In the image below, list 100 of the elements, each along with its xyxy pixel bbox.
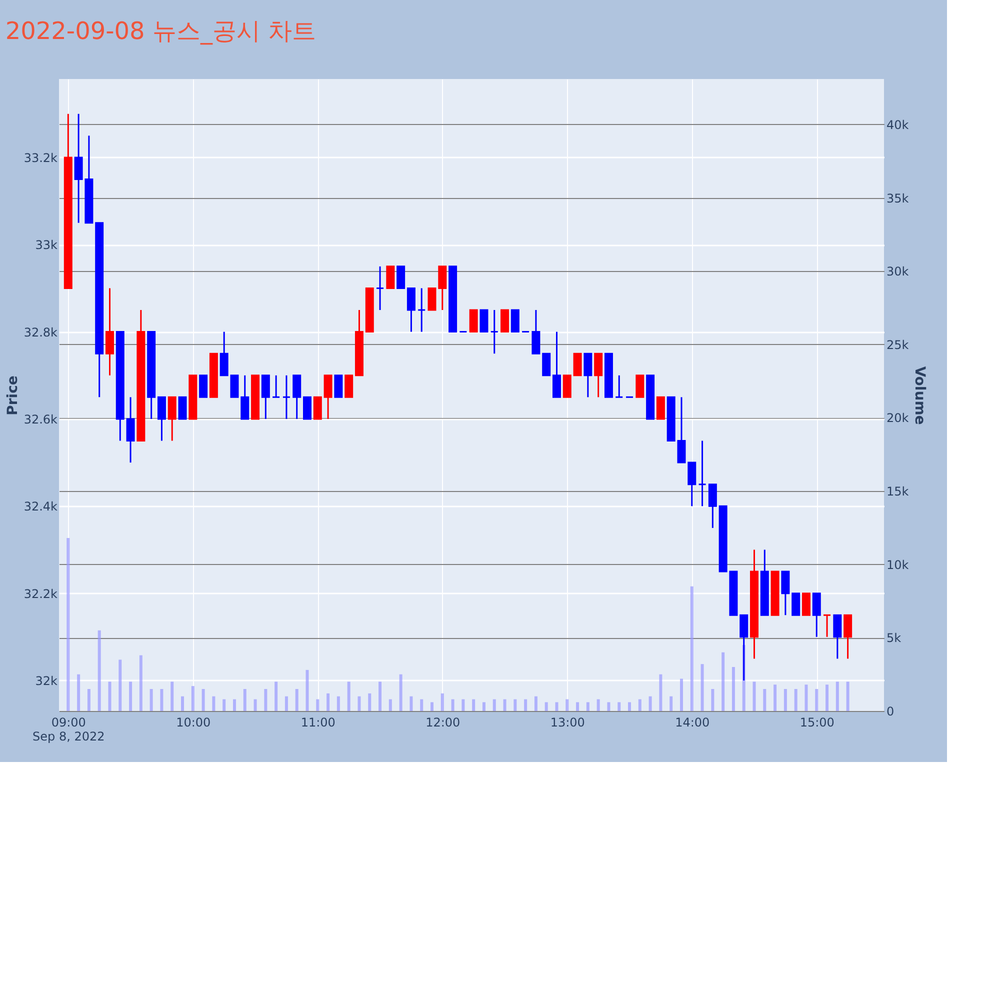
bar: [77, 674, 80, 711]
y-axis-title: Price: [4, 376, 21, 416]
bar: [826, 684, 829, 711]
candlestick: [303, 396, 312, 420]
candlestick: [428, 287, 436, 311]
candlestick: [562, 374, 572, 398]
candlestick: [324, 374, 332, 420]
candlestick: [573, 352, 582, 376]
candlestick: [552, 331, 561, 398]
bar: [326, 693, 330, 711]
y2-tick-label: 30k: [886, 264, 909, 279]
bar: [700, 664, 704, 711]
bar: [399, 674, 402, 711]
candlestick: [313, 396, 322, 420]
y2-tick-label: 15k: [886, 484, 909, 499]
bar: [129, 682, 132, 711]
bar: [648, 696, 652, 711]
bar: [368, 693, 372, 711]
candlestick: [292, 374, 302, 420]
bar: [544, 702, 548, 711]
bar: [87, 689, 90, 711]
candlestick: [708, 484, 717, 529]
bar: [618, 702, 621, 711]
bar: [794, 689, 798, 711]
x-tick-label: 09:00 Sep 8, 2022: [32, 716, 105, 744]
x-tick-label: 11:00: [300, 716, 336, 730]
bar: [440, 693, 444, 711]
bar: [295, 689, 298, 711]
candlestick: [376, 266, 384, 311]
candlestick: [240, 374, 250, 420]
bar: [347, 682, 350, 711]
candlestick: [781, 570, 790, 616]
bar: [274, 682, 278, 711]
bar: [503, 699, 506, 711]
bar: [336, 696, 340, 711]
bar: [482, 702, 486, 711]
bar: [202, 689, 205, 711]
bar: [763, 689, 766, 711]
bar: [139, 655, 142, 711]
candlestick: [698, 440, 707, 507]
candlestick: [614, 374, 624, 398]
candlestick: [157, 396, 166, 442]
y-tick-label: 32.8k: [24, 325, 58, 340]
candlestick: [802, 592, 810, 616]
bar: [284, 696, 288, 711]
y-tick-label: 32k: [35, 674, 58, 688]
bar: [752, 682, 756, 711]
candlestick: [532, 309, 540, 354]
bar: [566, 699, 569, 711]
bar: [576, 702, 580, 711]
bar: [774, 684, 777, 711]
candlestick: [334, 374, 343, 398]
bar: [690, 586, 694, 711]
bar: [524, 699, 528, 711]
candlestick: [272, 374, 280, 398]
x-tick-label: 12:00: [426, 716, 460, 730]
candlestick: [105, 287, 114, 376]
bar: [596, 699, 600, 711]
candlestick: [282, 374, 291, 420]
x-tick-label: 10:00: [176, 716, 211, 730]
bar: [420, 699, 424, 711]
candlestick: [199, 374, 208, 398]
bar: [212, 696, 216, 711]
y2-tick-label: 35k: [886, 191, 909, 206]
bar: [306, 670, 309, 711]
candlestick: [656, 396, 665, 420]
bar: [534, 696, 538, 711]
bar: [66, 538, 70, 711]
y2-tick-label: 10k: [886, 558, 909, 572]
y-tick-label: 33.2k: [24, 150, 58, 165]
y2-tick-label: 20k: [886, 411, 909, 426]
candlestick: [126, 396, 135, 464]
candlestick: [812, 592, 821, 638]
candlestick: [396, 266, 406, 289]
y2-tick-label: 0: [886, 704, 894, 718]
candlestick: [417, 287, 426, 333]
x-tick-label: 13:00: [550, 716, 585, 730]
candlestick: [844, 614, 852, 660]
candlestick: [833, 614, 842, 660]
bar: [181, 696, 184, 711]
x-tick-label: 15:00: [800, 716, 834, 730]
bar: [659, 674, 662, 711]
bar: [638, 699, 642, 711]
bar: [451, 699, 454, 711]
bar: [232, 699, 236, 711]
bar: [388, 699, 392, 711]
y2-tick-label: 5k: [886, 631, 902, 646]
bar: [378, 682, 382, 711]
candlestick: [178, 396, 187, 420]
y-tick-label: 32.4k: [24, 500, 58, 514]
candlestick: [168, 396, 176, 442]
candlestick: [490, 309, 499, 354]
x-tick-label: 14:00: [675, 716, 710, 730]
bar: [222, 699, 226, 711]
y-tick-label: 32.2k: [24, 586, 58, 601]
candlestick: [406, 287, 416, 333]
candlestick: [469, 309, 478, 333]
bar: [160, 689, 164, 711]
bar: [722, 652, 725, 711]
candlestick: [792, 592, 800, 616]
